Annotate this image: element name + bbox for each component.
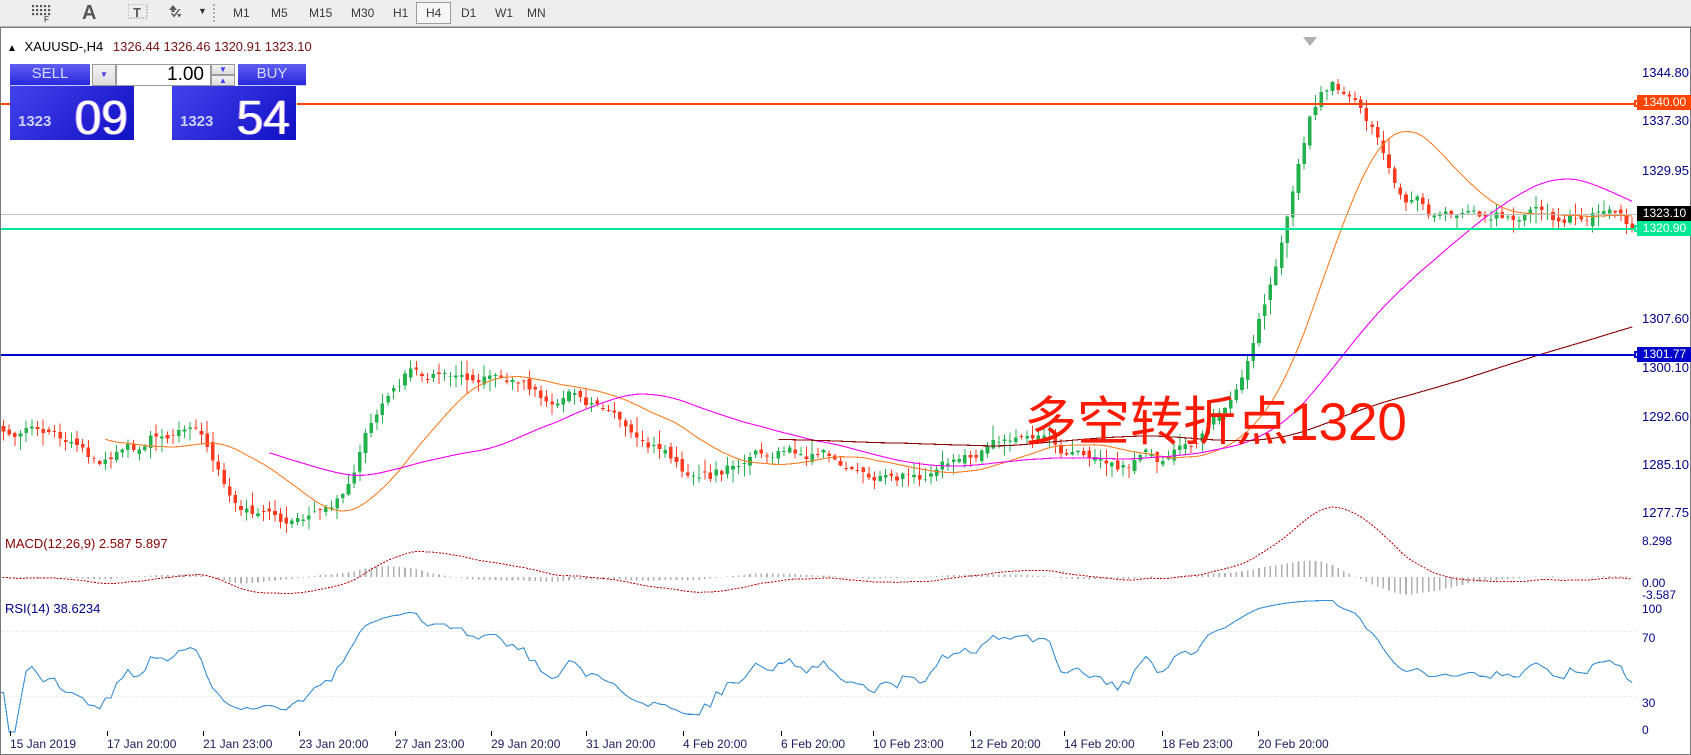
svg-text:T: T: [133, 5, 141, 20]
svg-text:F: F: [44, 15, 49, 23]
